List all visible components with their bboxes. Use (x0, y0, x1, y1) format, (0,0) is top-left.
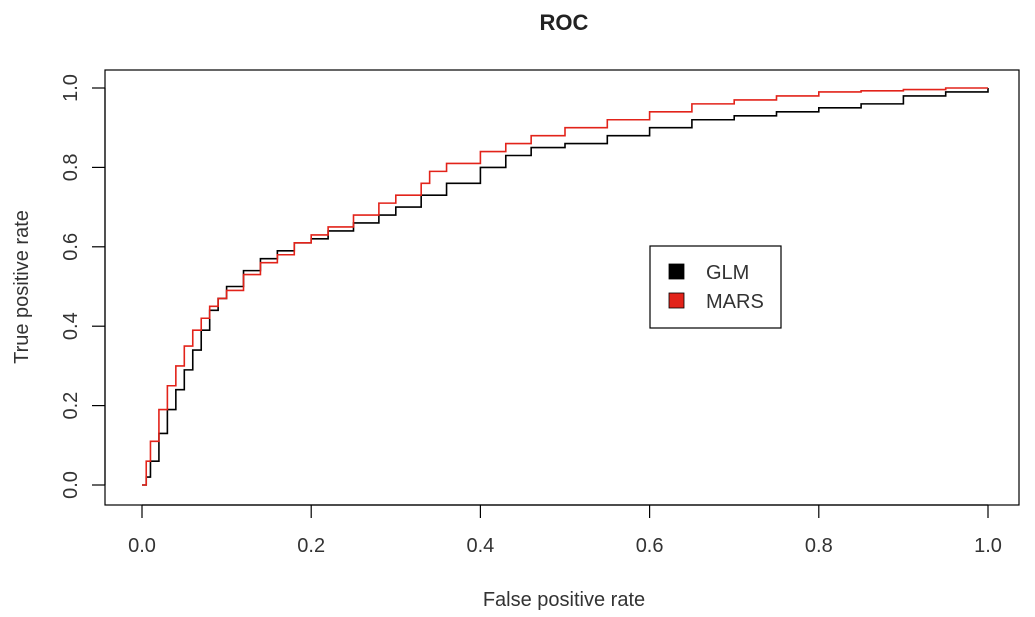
legend-swatch-glm (668, 263, 685, 280)
series-line-glm (142, 88, 989, 486)
legend-label-mars: MARS (706, 291, 764, 313)
y-tick-label: 1.0 (60, 74, 82, 102)
y-tick-label: 0.6 (60, 233, 82, 261)
x-axis: 0.0 0.2 0.4 0.6 0.8 1.0 (128, 504, 1002, 557)
x-tick-label: 0.8 (805, 535, 833, 557)
x-tick-label: 0.2 (297, 535, 325, 557)
y-tick-label: 0.0 (60, 471, 82, 499)
y-tick-label: 0.8 (60, 153, 82, 181)
y-axis-label: True positive rate (11, 210, 33, 364)
y-tick-label: 0.4 (60, 312, 82, 340)
legend-swatch-mars (668, 292, 685, 309)
x-tick-label: 0.0 (128, 535, 156, 557)
series-layer (142, 87, 989, 486)
x-tick-label: 0.4 (466, 535, 494, 557)
y-tick-label: 0.2 (60, 392, 82, 420)
y-axis: 0.0 0.2 0.4 0.6 0.8 1.0 (60, 74, 106, 499)
x-tick-label: 1.0 (974, 535, 1002, 557)
x-tick-label: 0.6 (636, 535, 664, 557)
legend: GLM MARS (649, 245, 782, 329)
x-axis-label: False positive rate (483, 589, 645, 611)
legend-box (649, 245, 782, 329)
chart-title: ROC (540, 10, 589, 35)
series-line-mars (142, 87, 988, 486)
legend-label-glm: GLM (706, 262, 749, 284)
